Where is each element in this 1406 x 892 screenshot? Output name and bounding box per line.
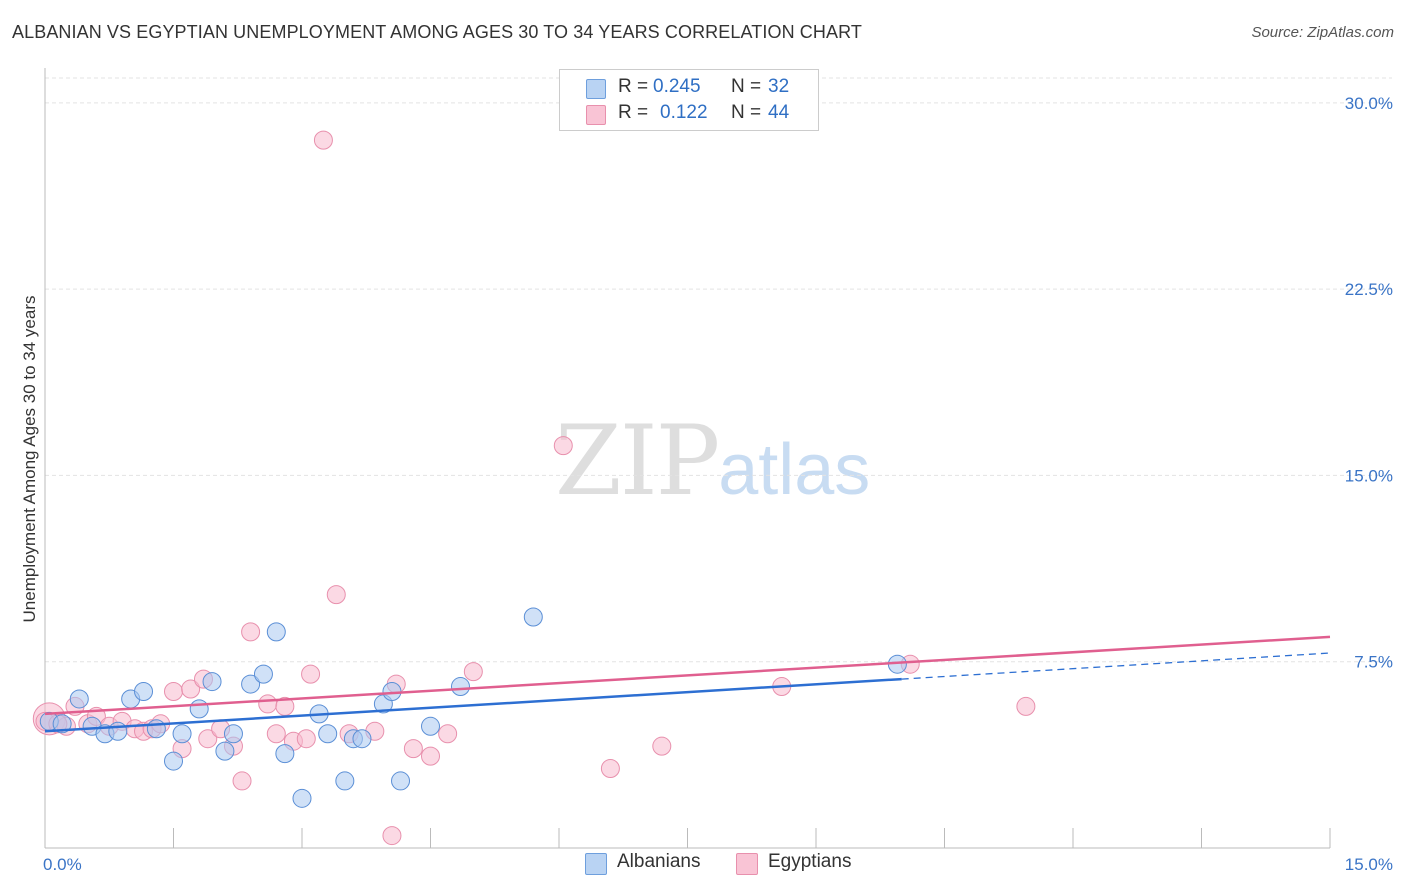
point-albanians (241, 674, 261, 694)
point-albanians (352, 729, 372, 749)
watermark-zip: ZIP (555, 405, 720, 517)
point-egyptians (258, 694, 278, 714)
bottom-legend-label: Albanians (617, 851, 701, 872)
point-egyptians (296, 729, 316, 749)
point-albanians (391, 771, 411, 791)
point-albanians (189, 699, 209, 719)
y-axis-label: Unemployment Among Ages 30 to 34 years (20, 295, 39, 623)
trendline-egyptians (44, 635, 1331, 716)
point-albanians (421, 716, 440, 736)
point-egyptians (421, 746, 440, 766)
point-egyptians (198, 729, 218, 749)
trendline-albanians (44, 677, 902, 733)
bottom-swatch-albanians (585, 853, 607, 875)
point-egyptians (403, 739, 423, 759)
bottom-legend-label: Egyptians (768, 851, 852, 872)
point-egyptians (164, 682, 183, 702)
y-tick-label: 30.0% (1345, 94, 1393, 113)
point-albanians (450, 677, 470, 697)
legend-n-value: 32 (768, 76, 790, 97)
point-albanians (134, 682, 154, 702)
x-tick-label: 0.0% (43, 855, 82, 874)
source-label: Source: ZipAtlas.com (1251, 24, 1394, 41)
point-albanians (215, 741, 235, 761)
point-egyptians (438, 724, 458, 744)
point-albanians (69, 689, 89, 709)
x-tick-label: 15.0% (1345, 855, 1393, 874)
point-albanians (275, 744, 295, 764)
point-egyptians (232, 771, 252, 791)
point-albanians (172, 724, 192, 744)
point-egyptians (600, 759, 620, 779)
stats-legend: R = 0.245 N = 32 R = 0.122 N = 44 (559, 69, 819, 131)
point-egyptians (1016, 696, 1036, 716)
point-albanians (292, 788, 312, 808)
point-egyptians (301, 664, 321, 684)
point-egyptians (313, 130, 333, 150)
legend-swatch-albanians (586, 79, 606, 99)
point-albanians (253, 664, 273, 684)
bottom-swatch-egyptians (736, 853, 758, 875)
legend-r-label: R = (618, 102, 649, 123)
point-albanians (523, 607, 543, 627)
chart-title: ALBANIAN VS EGYPTIAN UNEMPLOYMENT AMONG … (12, 22, 862, 42)
watermark: ZIPatlas (555, 405, 870, 517)
point-albanians (52, 714, 72, 734)
point-albanians (335, 771, 355, 791)
y-tick-label: 7.5% (1354, 653, 1393, 672)
y-tick-label: 15.0% (1345, 466, 1393, 485)
legend-n-label: N = (731, 102, 762, 123)
point-egyptians (553, 436, 573, 456)
legend-n-label: N = (731, 76, 762, 97)
point-albanians (223, 724, 243, 744)
legend-r-label: R = (618, 76, 649, 97)
point-egyptians (652, 736, 672, 756)
y-tick-label: 22.5% (1345, 280, 1393, 299)
watermark-atlas: atlas (718, 430, 871, 510)
point-albanians (164, 751, 183, 771)
point-egyptians (463, 662, 483, 682)
point-albanians (202, 672, 222, 692)
legend-n-value: 44 (768, 102, 790, 123)
legend-swatch-egyptians (586, 105, 606, 125)
point-albanians (318, 724, 338, 744)
point-albanians (146, 719, 166, 739)
legend-r-value: 0.122 (660, 102, 708, 123)
point-egyptians (181, 679, 201, 699)
point-egyptians (241, 622, 261, 642)
point-egyptians (266, 724, 286, 744)
point-albanians (266, 622, 286, 642)
trendline-extension-albanians (901, 652, 1331, 680)
point-egyptians (326, 585, 346, 605)
legend-r-value: 0.245 (653, 76, 701, 97)
point-egyptians (382, 826, 402, 846)
point-albanians (108, 721, 128, 741)
